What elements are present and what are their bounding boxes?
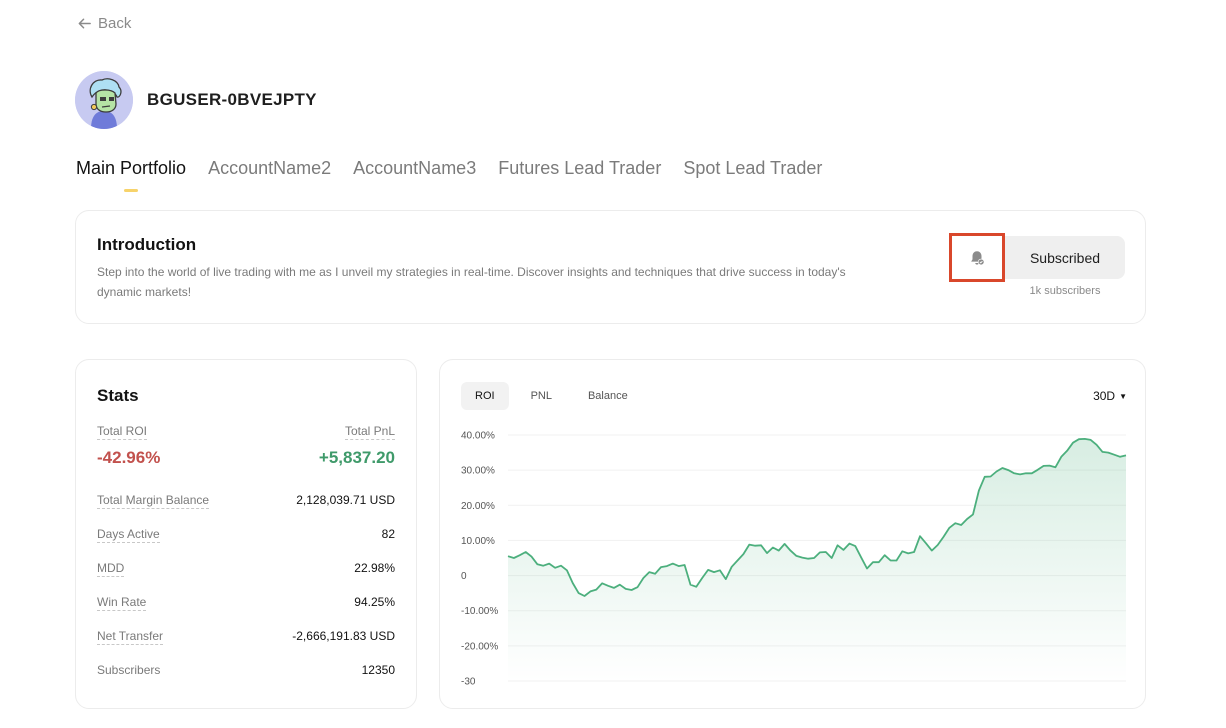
stats-card: Stats Total ROI Total PnL -42.96% +5,837… [75,359,417,709]
roi-area [508,438,1126,681]
tab-futures-lead-trader[interactable]: Futures Lead Trader [498,158,662,178]
stat-row-total-margin-balance: Total Margin Balance 2,128,039.71 USD [97,493,395,509]
y-tick-label: 30.00% [461,466,495,477]
stats-title: Stats [97,386,139,405]
performance-chart-card: 40.00% 30.00% 20.00% 10.00% 0 -10.00% -20.00% -… [439,359,1146,709]
total-roi-label: Total ROI [97,424,148,440]
stat-value: 82 [381,527,395,541]
tab-accountname2[interactable]: AccountName2 [208,158,332,178]
stat-row-mdd: MDD 22.98% [97,561,395,577]
back-label: Back [98,15,132,32]
tab-spot-lead-trader[interactable]: Spot Lead Trader [683,158,823,178]
stat-value: 2,128,039.71 USD [296,493,395,507]
introduction-text: Step into the world of live trading with… [97,265,846,299]
roi-chart: 40.00% 30.00% 20.00% 10.00% 0 -10.00% -20.00% -… [461,431,1127,688]
y-tick-label: 0 [461,571,467,582]
stat-label: Total Margin Balance [97,493,210,509]
roi-line [507,438,1127,597]
tab-main-portfolio[interactable]: Main Portfolio [76,158,187,178]
chart-tab-pnl[interactable]: PNL [530,390,552,402]
arrow-left-icon [78,18,91,29]
chart-tab-balance[interactable]: Balance [587,390,628,402]
avatar [75,71,133,129]
stat-value: 22.98% [354,561,395,575]
y-tick-label: -30 [461,677,476,688]
notification-bell-button[interactable] [949,233,1005,282]
portfolio-tabs: Main Portfolio AccountName2 AccountName3… [76,158,822,179]
stat-label: Days Active [97,527,160,543]
introduction-title: Introduction [97,235,197,254]
y-tick-label: 10.00% [461,536,495,547]
total-pnl-label: Total PnL [344,424,395,440]
chart-tab-roi[interactable]: ROI [461,382,509,410]
username: BGUSER-0BVEJPTY [147,90,317,109]
stat-row-subscribers: Subscribers 12350 [97,663,395,678]
stat-value: 12350 [361,663,395,677]
caret-down-icon: ▼ [1119,391,1127,401]
y-tick-label: -10.00% [461,606,498,617]
profile-header: BGUSER-0BVEJPTY [75,71,317,129]
subscribed-button[interactable]: Subscribed [1005,236,1125,279]
time-range-value: 30D [1093,389,1116,403]
tab-accountname3[interactable]: AccountName3 [353,158,477,178]
time-range-dropdown[interactable]: 30D ▼ [1093,389,1127,403]
stat-label: Win Rate [97,595,147,611]
stat-row-days-active: Days Active 82 [97,527,395,543]
stat-row-net-transfer: Net Transfer -2,666,191.83 USD [97,629,395,645]
y-tick-label: -20.00% [461,641,498,652]
subscriber-count: 1k subscribers [1029,285,1101,297]
stat-label: MDD [97,561,125,577]
total-pnl-value: +5,837.20 [318,448,395,467]
stat-value: 94.25% [354,595,395,609]
introduction-card: Introduction Step into the world of live… [75,210,1146,324]
stat-value: -2,666,191.83 USD [292,629,395,643]
stat-label: Subscribers [97,663,161,677]
total-roi-value: -42.96% [97,448,161,467]
bell-check-icon [971,250,985,265]
chart-tabs: ROI PNL Balance [461,382,642,410]
back-link[interactable]: Back [77,15,131,32]
stat-row-win-rate: Win Rate 94.25% [97,595,395,611]
y-tick-label: 40.00% [461,431,495,442]
y-tick-label: 20.00% [461,501,495,512]
stat-label: Net Transfer [97,629,164,645]
